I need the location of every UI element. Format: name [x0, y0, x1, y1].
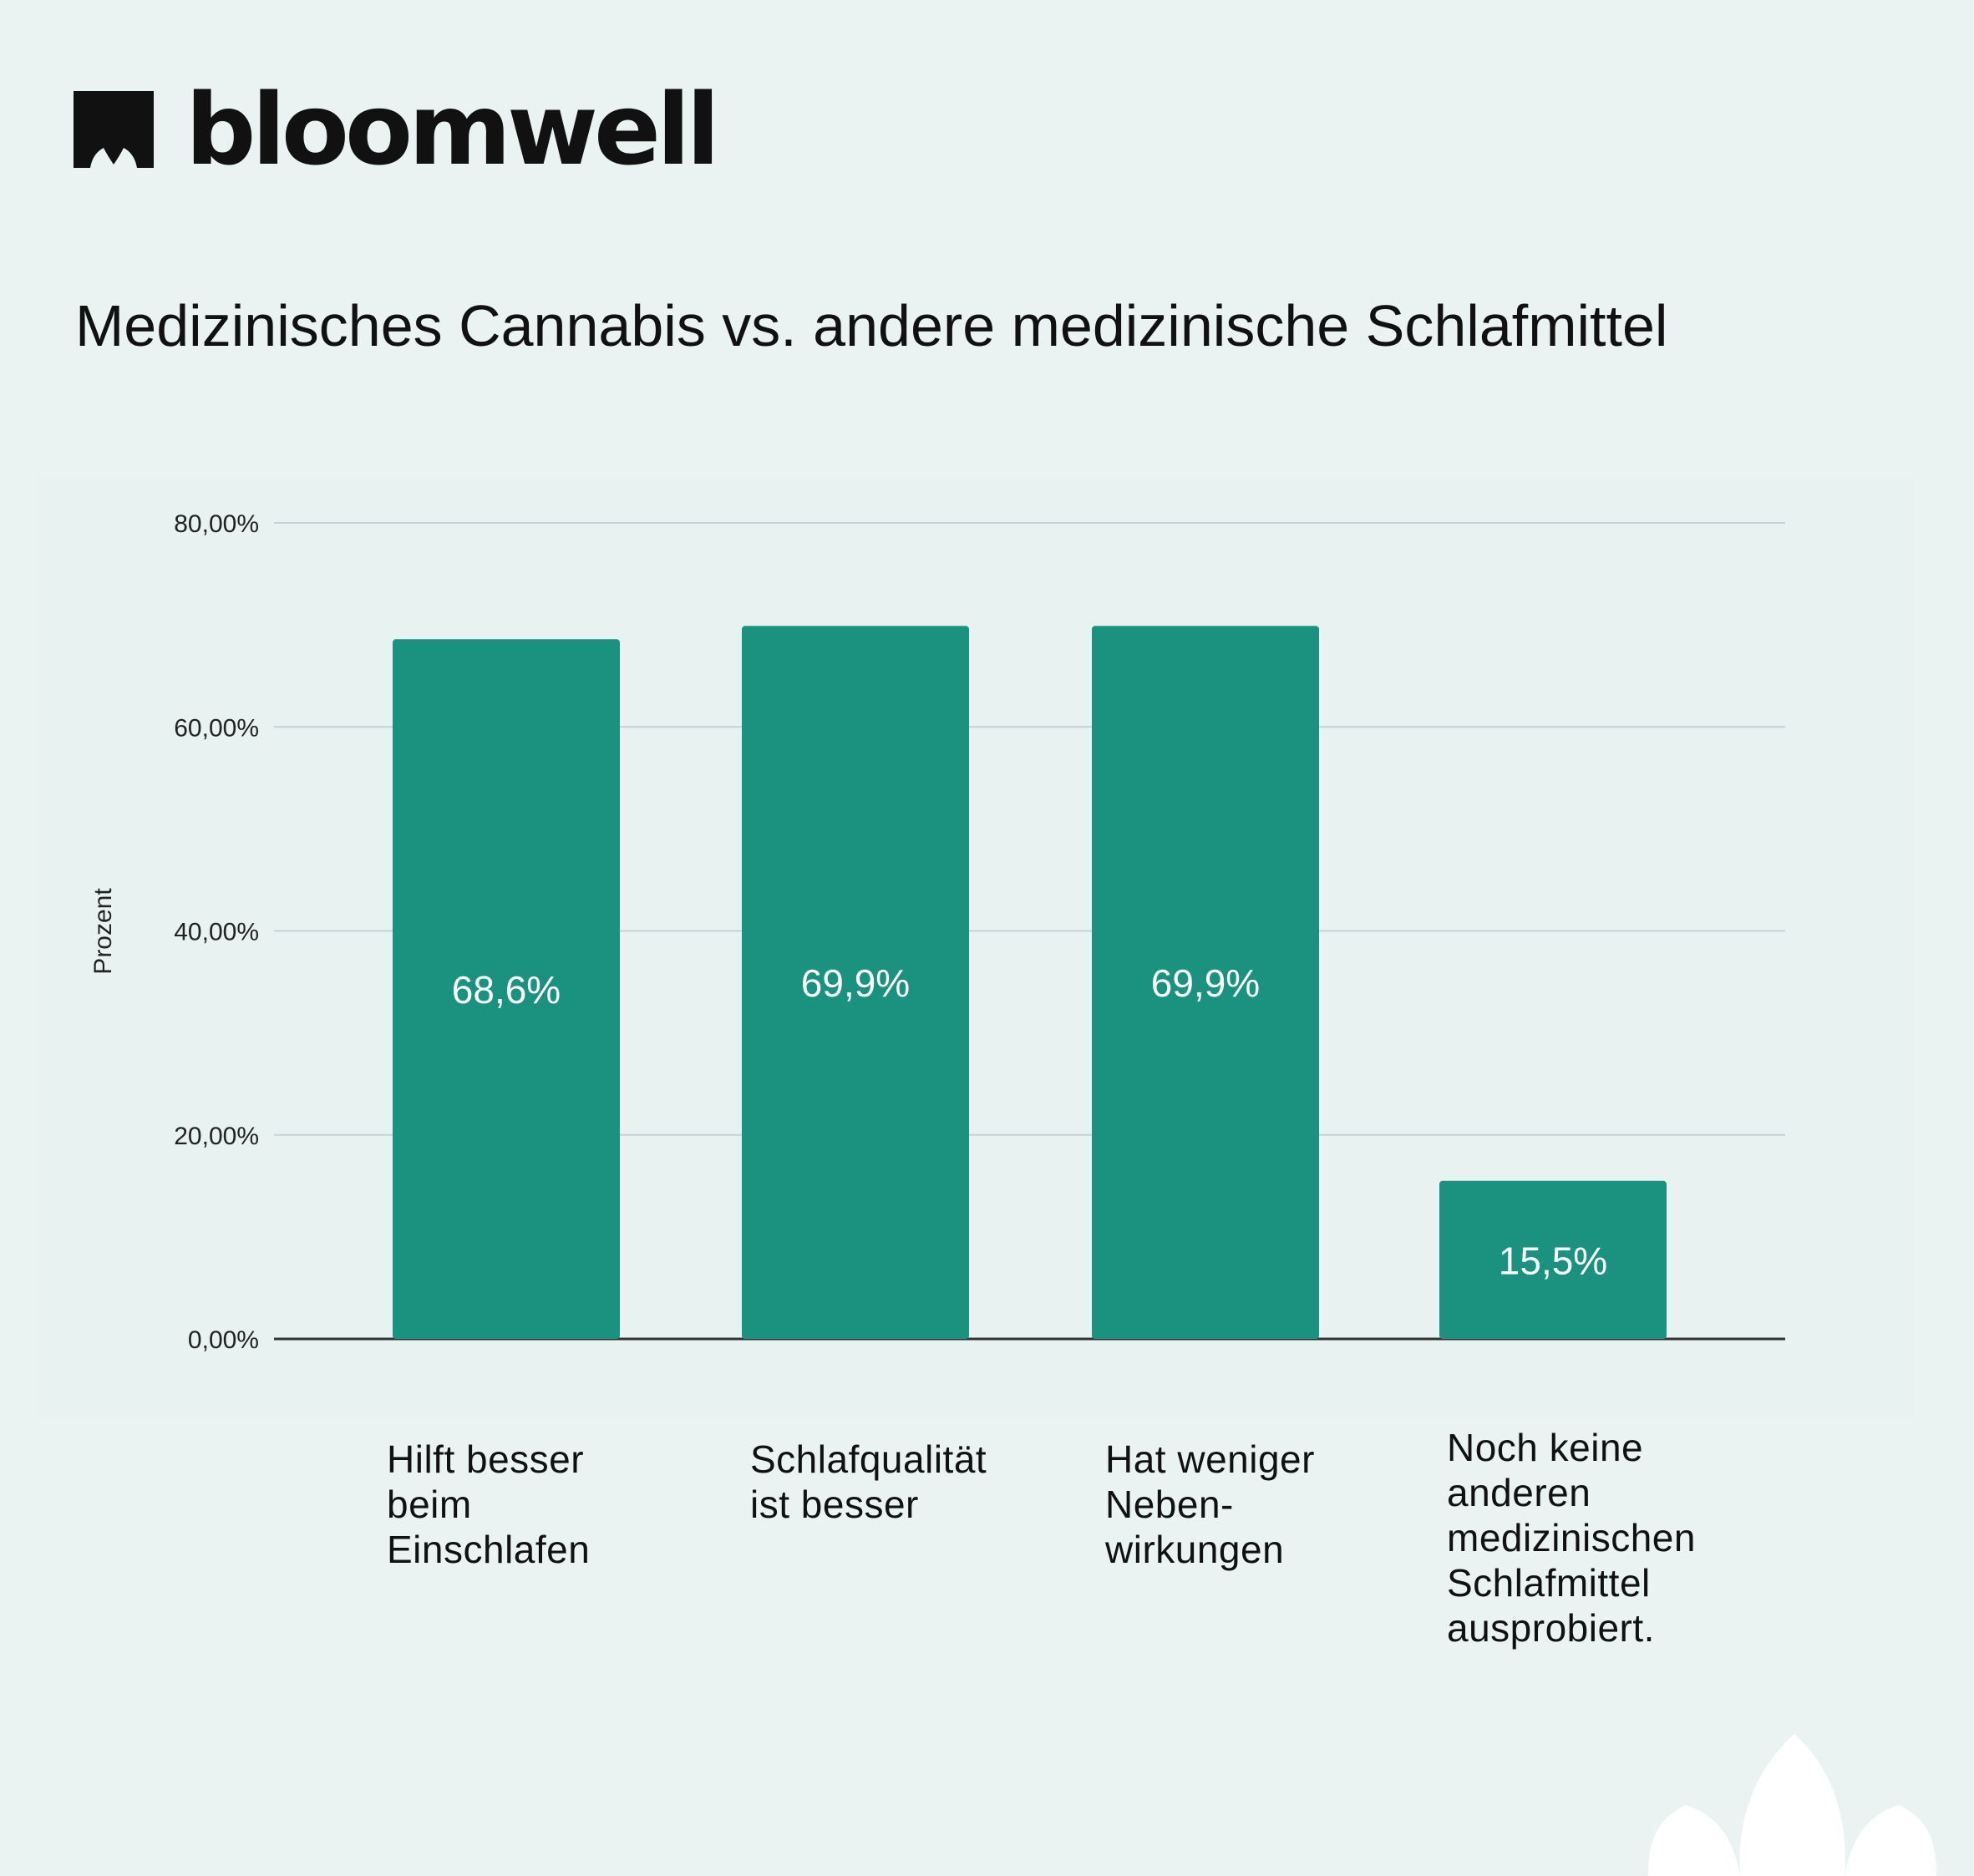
category-label-einschlafen: Hilft besser beim Einschlafen	[387, 1437, 662, 1572]
category-label-line: Schlafmittel	[1447, 1561, 1651, 1605]
category-label-line: ausprobiert.	[1447, 1606, 1655, 1650]
bar-data-label: 69,9%	[1151, 961, 1260, 1005]
bar-data-label: 15,5%	[1499, 1239, 1607, 1282]
bloomwell-leaf-mark-icon	[74, 91, 154, 168]
y-axis-ticks: 0,00% 20,00% 40,00% 60,00% 80,00%	[174, 510, 259, 1354]
category-label-line: medizinischen	[1447, 1516, 1696, 1559]
data-labels: 68,6% 69,9% 69,9% 15,5%	[452, 961, 1607, 1282]
bar-data-label: 68,6%	[452, 968, 561, 1012]
chart-title: Medizinisches Cannabis vs. andere medizi…	[75, 293, 1668, 358]
category-label-line: ist besser	[750, 1483, 919, 1526]
bar	[1092, 626, 1319, 1339]
bar	[742, 626, 969, 1339]
y-tick-label: 20,00%	[174, 1123, 259, 1150]
bar	[393, 639, 620, 1339]
category-label-line: Neben-	[1105, 1483, 1234, 1526]
category-label-nebenwirkungen: Hat weniger Neben-wirkungen	[1105, 1437, 1381, 1572]
category-label-keine-anderen: Noch keine anderen medizinischen Schlafmitt…	[1447, 1425, 1723, 1650]
category-label-line: anderen	[1447, 1471, 1591, 1514]
category-label-line: Schlafqualität	[750, 1437, 987, 1481]
decorative-leaf-icon	[1648, 1734, 1936, 1876]
category-label-line: Einschlafen	[387, 1528, 591, 1571]
y-tick-label: 0,00%	[188, 1326, 259, 1354]
category-label-line: Noch keine	[1447, 1426, 1644, 1469]
y-axis-label: Prozent	[89, 888, 117, 975]
brand-name: bloomwell	[185, 72, 720, 187]
bars	[393, 626, 1667, 1339]
category-label-line: beim	[387, 1483, 472, 1526]
category-label-line: wirkungen	[1105, 1528, 1285, 1571]
category-label-line: Hat weniger	[1105, 1437, 1315, 1481]
bar-data-label: 69,9%	[801, 961, 910, 1005]
category-label-line: Hilft besser	[387, 1437, 585, 1481]
y-tick-label: 40,00%	[174, 919, 259, 946]
y-tick-label: 80,00%	[174, 510, 259, 538]
bar	[1439, 1180, 1667, 1339]
y-tick-label: 60,00%	[174, 714, 259, 742]
category-label-schlafqualitaet: Schlafqualität ist besser	[750, 1437, 1026, 1527]
brand-logo: bloomwell	[74, 80, 720, 179]
